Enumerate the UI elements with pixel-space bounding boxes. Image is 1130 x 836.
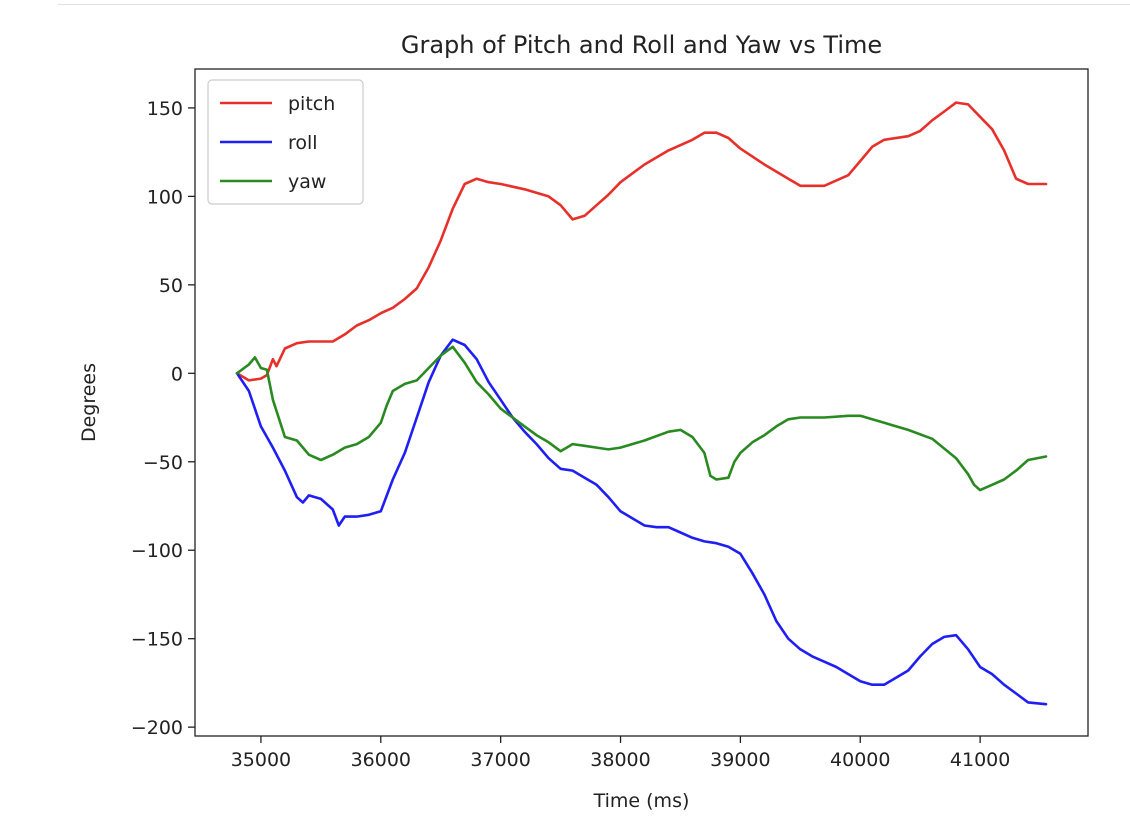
plot-area <box>194 68 1089 737</box>
series-layer <box>235 101 1048 706</box>
x-tick-label: 41000 <box>950 749 1010 771</box>
y-tick-label: 0 <box>171 363 183 385</box>
y-tick-label: −100 <box>131 540 183 562</box>
y-axis: −200 −150 −100 −50 0 50 100 150 <box>131 98 195 739</box>
y-tick-label: 100 <box>147 186 183 208</box>
series-line-pitch <box>235 101 1048 382</box>
legend-label-yaw: yaw <box>288 171 326 193</box>
x-axis: 35000 36000 37000 38000 39000 40000 41000 <box>231 736 1010 771</box>
x-tick-label: 38000 <box>590 749 650 771</box>
legend-label-pitch: pitch <box>288 93 335 115</box>
cell-top-divider <box>58 0 1130 5</box>
chart-title: Graph of Pitch and Roll and Yaw vs Time <box>401 31 882 59</box>
series-line-yaw <box>235 345 1048 492</box>
y-axis-label: Degrees <box>78 363 100 442</box>
y-tick-label: −50 <box>143 452 183 474</box>
legend: pitch roll yaw <box>207 79 364 205</box>
y-tick-label: 150 <box>147 98 183 120</box>
x-tick-label: 39000 <box>710 749 770 771</box>
x-axis-label: Time (ms) <box>593 790 690 812</box>
legend-label-roll: roll <box>288 132 318 154</box>
x-tick-label: 40000 <box>830 749 890 771</box>
y-tick-label: −150 <box>131 629 183 651</box>
y-tick-label: 50 <box>159 275 183 297</box>
series-line-roll <box>235 338 1048 706</box>
legend-box <box>207 79 364 205</box>
x-tick-label: 35000 <box>231 749 291 771</box>
x-tick-label: 37000 <box>470 749 530 771</box>
x-tick-label: 36000 <box>351 749 411 771</box>
y-tick-label: −200 <box>131 717 183 739</box>
